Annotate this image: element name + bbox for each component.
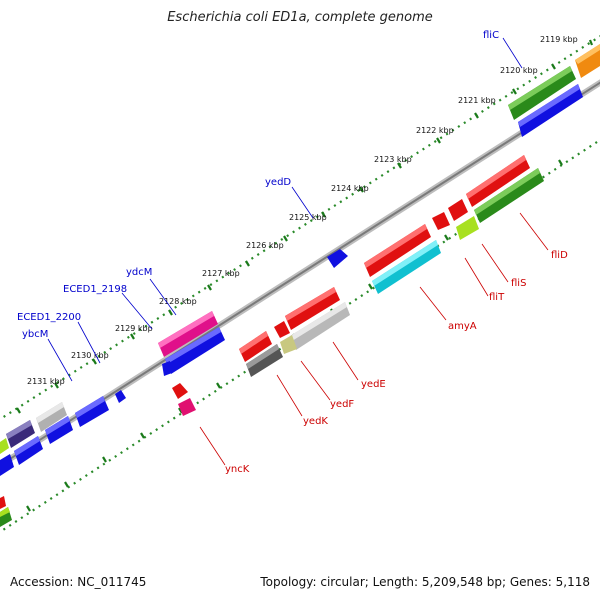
- gene-block: [285, 287, 336, 321]
- gene-label-fliC: fliC: [483, 30, 499, 41]
- gene-block: [14, 436, 40, 456]
- gene-block: [75, 396, 105, 418]
- gene-block: [0, 507, 10, 517]
- tick-label: 2123 kbp: [374, 155, 412, 164]
- gene-block: [364, 224, 427, 268]
- reverse-leaders: [199, 212, 549, 466]
- forward-leaders: [47, 37, 523, 382]
- tick-label: 2119 kbp: [540, 35, 578, 44]
- gene-block: [508, 66, 576, 120]
- gene-label-fliT: fliT: [489, 292, 505, 303]
- gene-block: [432, 212, 450, 230]
- forward-genes: [0, 44, 600, 476]
- tick-label: 2129 kbp: [115, 324, 153, 333]
- gene-block: [290, 302, 347, 341]
- tick-label: 2127 kbp: [202, 269, 240, 278]
- tick-label: 2120 kbp: [500, 66, 538, 75]
- gene-label-yedD: yedD: [265, 177, 291, 188]
- gene-block: [0, 496, 6, 509]
- tick-label: 2122 kbp: [416, 126, 454, 135]
- gene-block: [162, 361, 172, 376]
- gene-block: [0, 438, 9, 454]
- accession-label: Accession: NC_011745: [10, 575, 147, 589]
- reverse-gene-labels: fliD fliS fliT amyA yedE yedF yedK yncK: [225, 250, 568, 475]
- gene-block: [274, 321, 290, 338]
- forward-gene-labels: fliC yedD ydcM ECED1_2198 ECED1_2200 ybc…: [17, 30, 499, 340]
- gene-block: [448, 199, 468, 221]
- gene-block: [0, 454, 14, 476]
- gene-block: [6, 420, 32, 439]
- gene-label-ybcM: ybcM: [22, 329, 48, 340]
- gene-block: [466, 155, 526, 199]
- gene-label-yedK: yedK: [303, 416, 328, 427]
- gene-label-ECED1_2200: ECED1_2200: [17, 312, 81, 323]
- gene-block: [474, 168, 540, 215]
- tick-labels: 2119 kbp 2120 kbp 2121 kbp 2122 kbp 2123…: [27, 35, 578, 386]
- gene-block: [115, 390, 126, 403]
- gene-block: [327, 249, 348, 268]
- gene-block: [239, 331, 268, 354]
- gene-block: [518, 84, 580, 127]
- gene-block: [165, 327, 225, 374]
- gene-block: [45, 416, 70, 435]
- gene-block: [280, 335, 297, 354]
- gene-block: [372, 240, 438, 286]
- gene-label-yncK: yncK: [225, 464, 250, 475]
- gene-block: [508, 66, 572, 110]
- outer-ruler: [0, 35, 600, 421]
- map-title: Escherichia coli ED1a, complete genome: [167, 10, 433, 25]
- tick-label: 2131 kbp: [27, 377, 65, 386]
- reverse-genes: [0, 155, 544, 527]
- gene-label-amyA: amyA: [448, 321, 477, 332]
- gene-block: [456, 216, 479, 240]
- tick-label: 2128 kbp: [159, 297, 197, 306]
- tick-label: 2121 kbp: [458, 96, 496, 105]
- gene-block: [36, 402, 64, 423]
- gene-block: [575, 44, 600, 64]
- gene-block: [246, 344, 279, 369]
- gene-block: [178, 398, 196, 416]
- tick-label: 2125 kbp: [289, 213, 327, 222]
- gene-block: [158, 311, 214, 348]
- gene-label-ECED1_2198: ECED1_2198: [63, 284, 127, 295]
- gene-label-ydcM: ydcM: [126, 267, 152, 278]
- outer-major-ticks: [16, 39, 594, 414]
- gene-block: [75, 396, 109, 427]
- gene-label-yedF: yedF: [330, 399, 354, 410]
- gene-block: [364, 224, 431, 277]
- tick-label: 2130 kbp: [71, 351, 109, 360]
- gene-label-fliD: fliD: [551, 250, 568, 261]
- gene-label-yedE: yedE: [361, 379, 386, 390]
- gene-label-fliS: fliS: [511, 278, 526, 289]
- tick-label: 2124 kbp: [331, 184, 369, 193]
- tick-label: 2126 kbp: [246, 241, 284, 250]
- gene-block: [172, 383, 188, 399]
- gene-block: [165, 327, 221, 364]
- genome-summary: Topology: circular; Length: 5,209,548 bp…: [260, 575, 590, 589]
